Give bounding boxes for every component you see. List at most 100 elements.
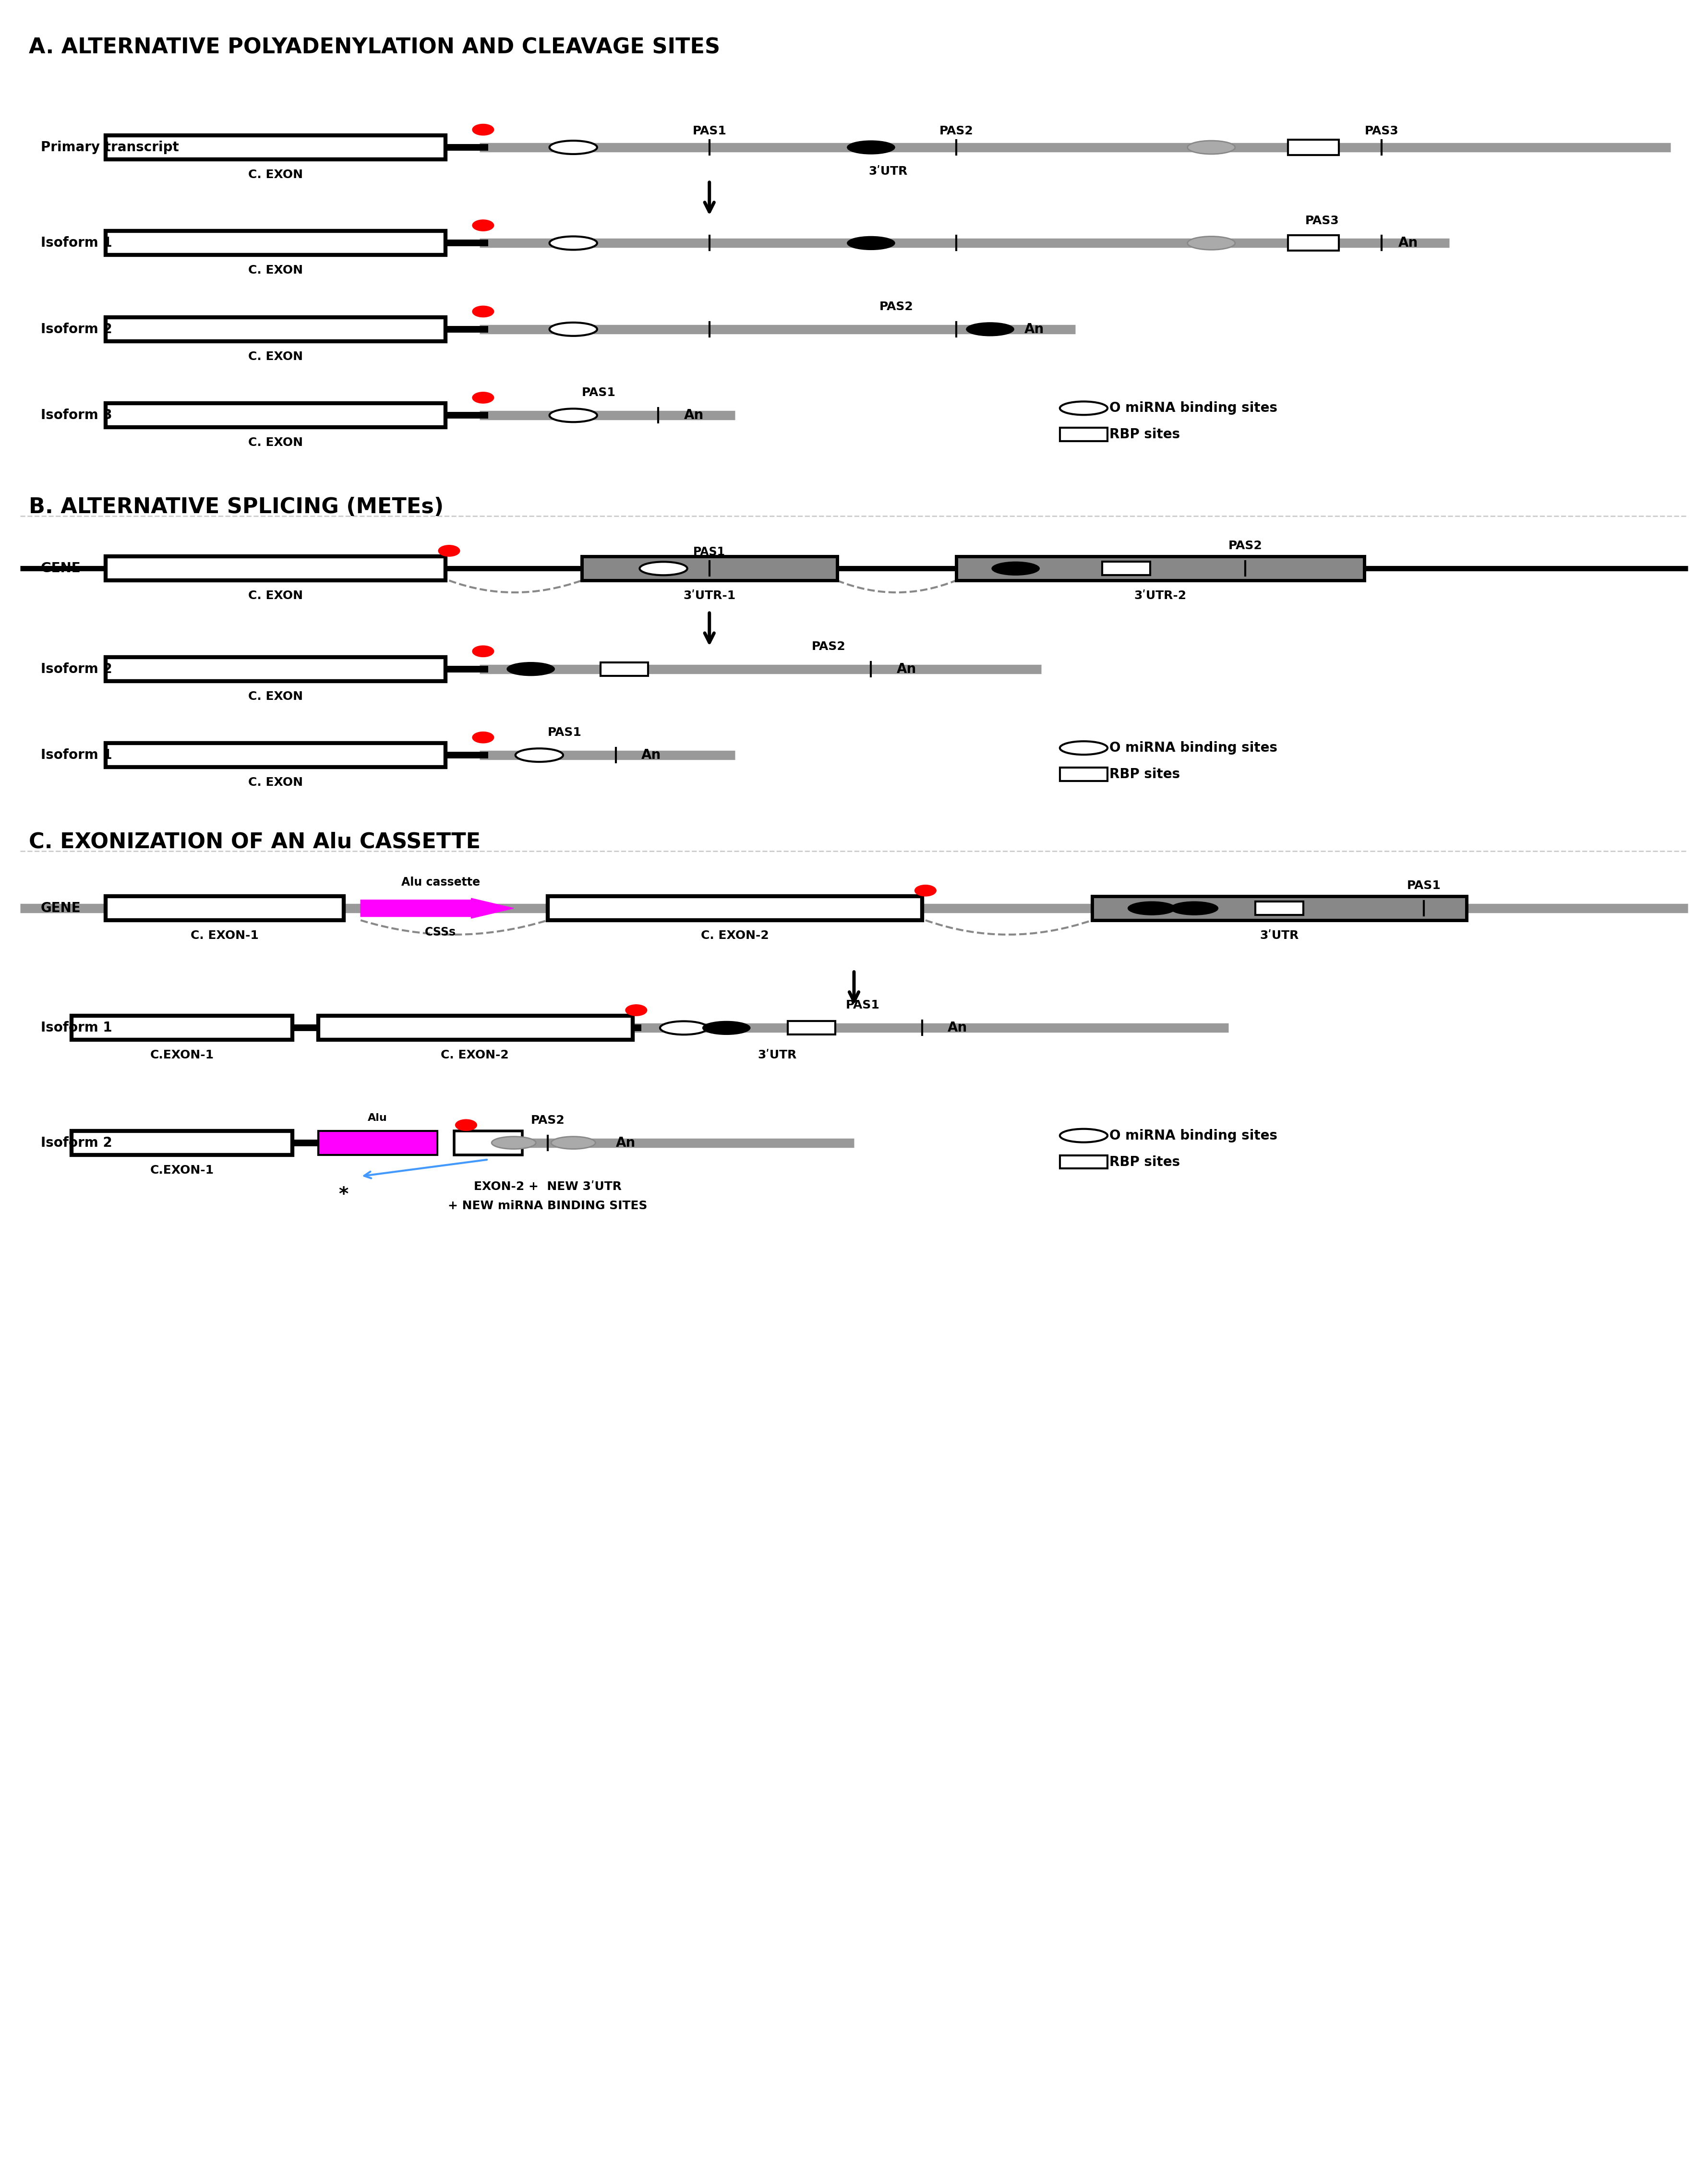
- Text: PAS1: PAS1: [845, 1001, 880, 1011]
- Text: O miRNA binding sites: O miRNA binding sites: [1108, 1129, 1278, 1142]
- Ellipse shape: [473, 646, 494, 657]
- Text: C. EXON-1: C. EXON-1: [191, 931, 258, 942]
- Text: Isoform 1: Isoform 1: [41, 748, 113, 761]
- Circle shape: [492, 1138, 536, 1148]
- Circle shape: [1061, 742, 1107, 755]
- Text: 3ʹUTR: 3ʹUTR: [758, 1051, 798, 1061]
- FancyBboxPatch shape: [1288, 139, 1339, 154]
- Text: PAS2: PAS2: [811, 642, 845, 652]
- FancyBboxPatch shape: [1061, 1155, 1107, 1168]
- Text: PAS1: PAS1: [1407, 881, 1442, 892]
- Text: RBP sites: RBP sites: [1108, 428, 1180, 442]
- FancyBboxPatch shape: [1061, 428, 1107, 442]
- Ellipse shape: [473, 220, 494, 231]
- Circle shape: [1170, 903, 1218, 916]
- Ellipse shape: [439, 546, 459, 557]
- Ellipse shape: [625, 1005, 647, 1016]
- Text: RBP sites: RBP sites: [1108, 768, 1180, 781]
- Text: EXON-2 +  NEW 3ʹUTR: EXON-2 + NEW 3ʹUTR: [473, 1181, 622, 1192]
- Circle shape: [550, 322, 598, 335]
- FancyBboxPatch shape: [72, 1016, 292, 1040]
- Circle shape: [992, 561, 1040, 574]
- FancyBboxPatch shape: [1091, 896, 1467, 920]
- Ellipse shape: [456, 1120, 477, 1131]
- Text: GENE: GENE: [41, 561, 80, 574]
- Text: 3ʹUTR: 3ʹUTR: [868, 165, 907, 176]
- Text: An: An: [1399, 237, 1418, 250]
- Text: PAS2: PAS2: [880, 300, 914, 313]
- FancyBboxPatch shape: [106, 744, 446, 768]
- Circle shape: [967, 322, 1015, 335]
- FancyBboxPatch shape: [1061, 768, 1107, 781]
- Text: A. ALTERNATIVE POLYADENYLATION AND CLEAVAGE SITES: A. ALTERNATIVE POLYADENYLATION AND CLEAV…: [29, 37, 721, 59]
- FancyBboxPatch shape: [318, 1131, 437, 1155]
- Text: PAS2: PAS2: [939, 126, 974, 137]
- FancyBboxPatch shape: [318, 1016, 634, 1040]
- FancyBboxPatch shape: [72, 1131, 292, 1155]
- Ellipse shape: [473, 307, 494, 318]
- Text: Isoform 3: Isoform 3: [41, 409, 113, 422]
- Ellipse shape: [915, 885, 936, 896]
- FancyBboxPatch shape: [1288, 235, 1339, 250]
- Text: Isoform 1: Isoform 1: [41, 1022, 113, 1035]
- Text: O miRNA binding sites: O miRNA binding sites: [1108, 742, 1278, 755]
- Text: C. EXON: C. EXON: [248, 589, 302, 602]
- Text: *: *: [338, 1185, 348, 1205]
- FancyArrow shape: [360, 898, 514, 918]
- Text: Alu cassette: Alu cassette: [401, 877, 480, 887]
- Text: + NEW miRNA BINDING SITES: + NEW miRNA BINDING SITES: [447, 1201, 647, 1211]
- FancyBboxPatch shape: [106, 318, 446, 341]
- Circle shape: [1187, 237, 1235, 250]
- Text: PAS2: PAS2: [531, 1114, 565, 1127]
- FancyBboxPatch shape: [956, 557, 1365, 581]
- Circle shape: [639, 561, 687, 574]
- FancyBboxPatch shape: [454, 1131, 523, 1155]
- FancyBboxPatch shape: [1255, 903, 1303, 916]
- Text: An: An: [897, 661, 915, 676]
- Text: C. EXON: C. EXON: [248, 776, 302, 787]
- Text: Alu: Alu: [367, 1114, 388, 1122]
- Text: GENE: GENE: [41, 903, 80, 916]
- Text: C. EXONIZATION OF AN Alu CASSETTE: C. EXONIZATION OF AN Alu CASSETTE: [29, 831, 480, 853]
- Text: PAS1: PAS1: [582, 387, 617, 398]
- Text: An: An: [948, 1022, 967, 1035]
- Circle shape: [1187, 141, 1235, 154]
- Circle shape: [507, 663, 555, 676]
- Ellipse shape: [473, 731, 494, 744]
- Text: C. EXON: C. EXON: [248, 689, 302, 703]
- FancyBboxPatch shape: [787, 1022, 835, 1035]
- Circle shape: [702, 1022, 750, 1035]
- Circle shape: [552, 1138, 596, 1148]
- FancyBboxPatch shape: [106, 135, 446, 159]
- Text: Isoform 1: Isoform 1: [41, 237, 113, 250]
- Text: C. EXON-2: C. EXON-2: [441, 1051, 509, 1061]
- Text: O miRNA binding sites: O miRNA binding sites: [1108, 402, 1278, 415]
- FancyBboxPatch shape: [106, 657, 446, 681]
- FancyBboxPatch shape: [1102, 561, 1149, 574]
- Text: C.EXON-1: C.EXON-1: [150, 1164, 214, 1177]
- Text: PAS1: PAS1: [693, 546, 726, 559]
- Circle shape: [847, 141, 895, 154]
- Text: 3ʹUTR-2: 3ʹUTR-2: [1134, 589, 1187, 602]
- Text: C.EXON-1: C.EXON-1: [150, 1051, 214, 1061]
- Text: PAS3: PAS3: [1305, 215, 1339, 226]
- Circle shape: [847, 237, 895, 250]
- Text: PAS3: PAS3: [1365, 126, 1399, 137]
- Text: CSSs: CSSs: [425, 927, 456, 937]
- Text: Primary transcript: Primary transcript: [41, 141, 179, 154]
- Text: Isoform 2: Isoform 2: [41, 1135, 113, 1151]
- Circle shape: [550, 237, 598, 250]
- Text: An: An: [683, 409, 704, 422]
- Circle shape: [1061, 402, 1107, 415]
- Circle shape: [516, 748, 564, 761]
- Circle shape: [1061, 1129, 1107, 1142]
- Text: PAS2: PAS2: [1228, 539, 1262, 552]
- Text: C. EXON-2: C. EXON-2: [700, 931, 769, 942]
- Text: An: An: [1025, 322, 1044, 335]
- FancyBboxPatch shape: [106, 402, 446, 426]
- Text: RBP sites: RBP sites: [1108, 1155, 1180, 1168]
- Text: 3ʹUTR-1: 3ʹUTR-1: [683, 589, 736, 602]
- FancyBboxPatch shape: [601, 663, 647, 676]
- Text: Isoform 2: Isoform 2: [41, 661, 113, 676]
- Text: 3ʹUTR: 3ʹUTR: [1261, 931, 1298, 942]
